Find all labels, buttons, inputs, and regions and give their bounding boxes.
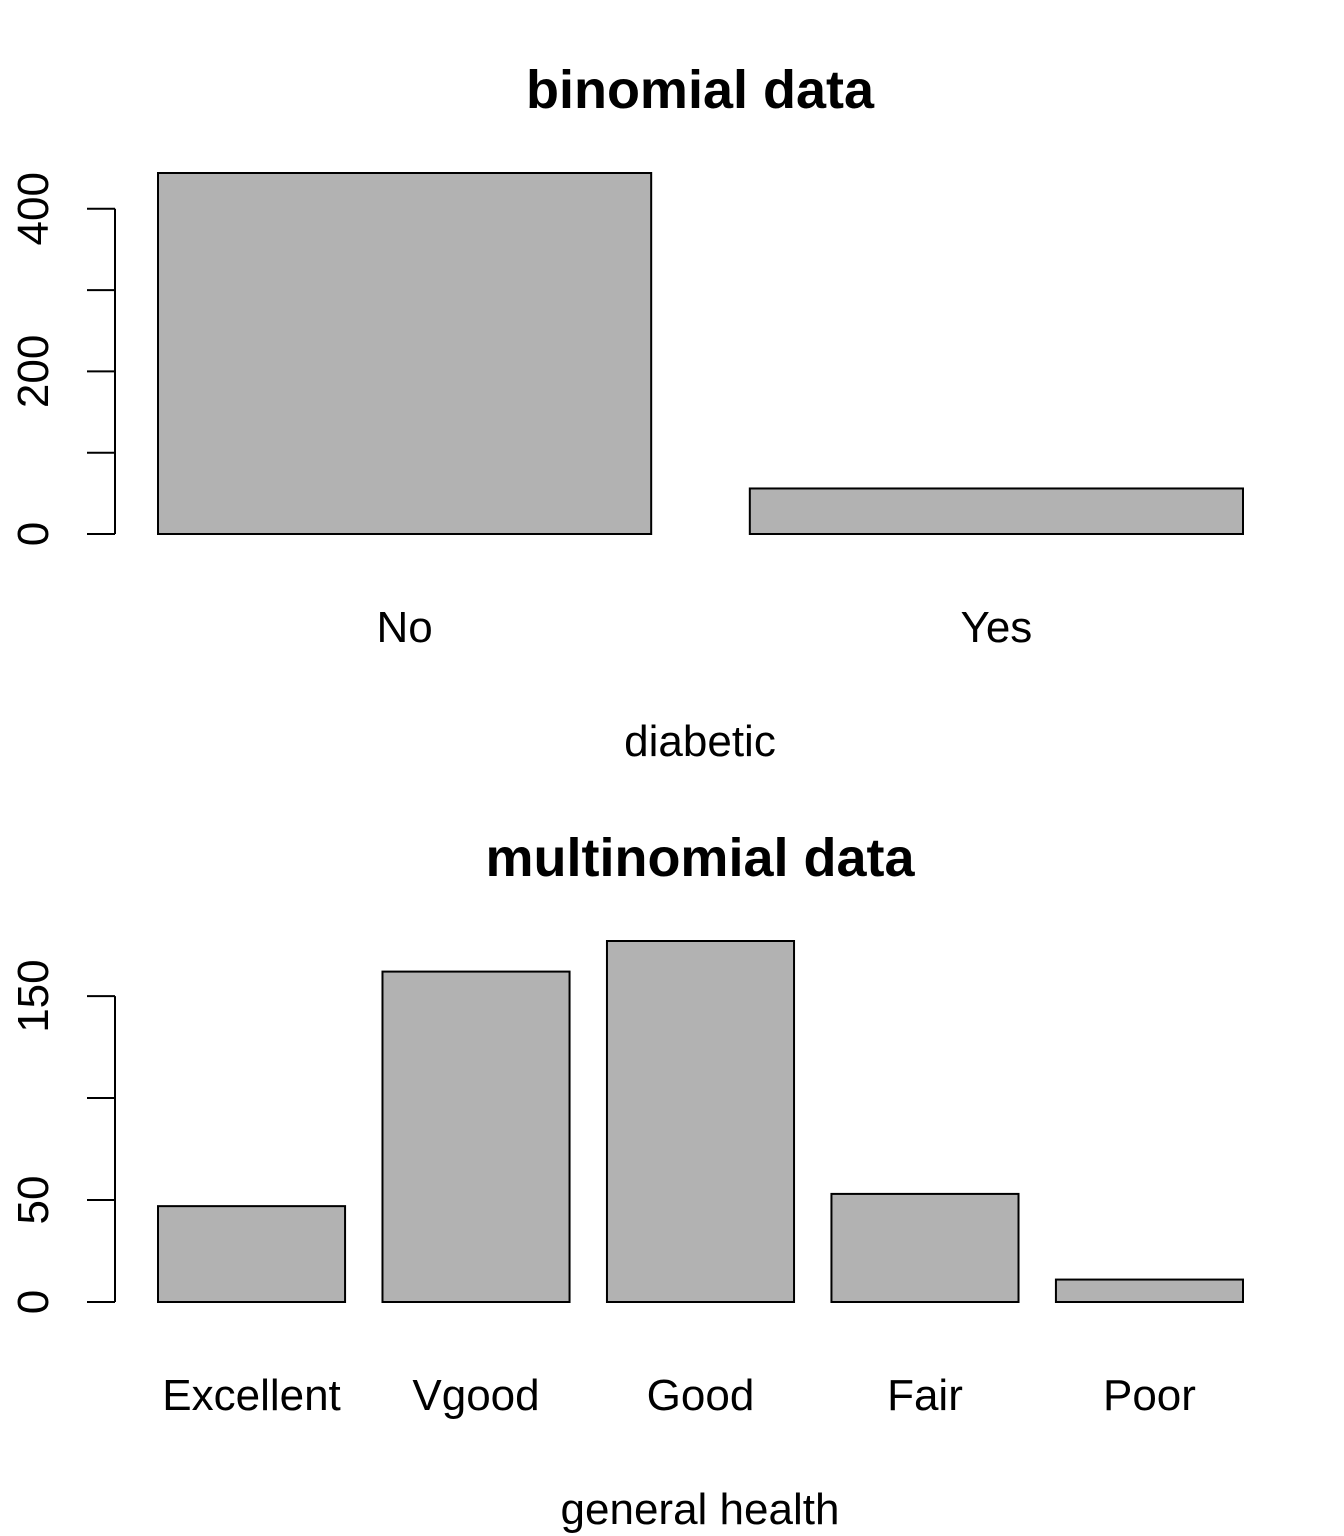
bar-good xyxy=(605,940,796,1303)
category-label-yes: Yes xyxy=(961,603,1033,652)
chart-title-binomial: binomial data xyxy=(526,60,875,120)
y-axis-binomial: 0 200 400 xyxy=(9,172,116,546)
category-label-good: Good xyxy=(647,1371,755,1420)
category-labels-multinomial: Excellent Vgood Good Fair Poor xyxy=(162,1371,1196,1420)
multinomial-panel: multinomial data 0 50 150 Excellent Vgood Go… xyxy=(9,828,1244,1534)
category-label-fair: Fair xyxy=(887,1371,963,1420)
y-axis-multinomial: 0 50 150 xyxy=(9,959,116,1314)
bars-multinomial xyxy=(157,940,1244,1303)
y-tick-label-0: 0 xyxy=(9,1290,58,1314)
x-axis-label-multinomial: general health xyxy=(561,1485,840,1534)
category-label-excellent: Excellent xyxy=(162,1371,341,1420)
category-labels-binomial: No Yes xyxy=(376,603,1032,652)
chart-title-multinomial: multinomial data xyxy=(485,828,915,888)
y-tick-label-400: 400 xyxy=(9,172,58,245)
bar-excellent xyxy=(157,1205,347,1303)
binomial-panel: binomial data 0 200 400 No Yes diabetic xyxy=(9,60,1244,766)
bar-vgood xyxy=(381,970,571,1303)
y-tick-label-50: 50 xyxy=(9,1176,58,1225)
x-axis-label-binomial: diabetic xyxy=(624,717,776,766)
category-label-poor: Poor xyxy=(1103,1371,1196,1420)
bar-poor xyxy=(1054,1278,1244,1303)
category-label-no: No xyxy=(376,603,432,652)
y-tick-label-150: 150 xyxy=(9,959,58,1032)
bar-fair xyxy=(830,1192,1020,1303)
bars-binomial xyxy=(157,172,1244,536)
y-tick-label-200: 200 xyxy=(9,335,58,408)
y-tick-label-0: 0 xyxy=(9,522,58,546)
category-label-vgood: Vgood xyxy=(412,1371,539,1420)
bar-no xyxy=(157,172,653,535)
bar-yes xyxy=(748,487,1244,536)
